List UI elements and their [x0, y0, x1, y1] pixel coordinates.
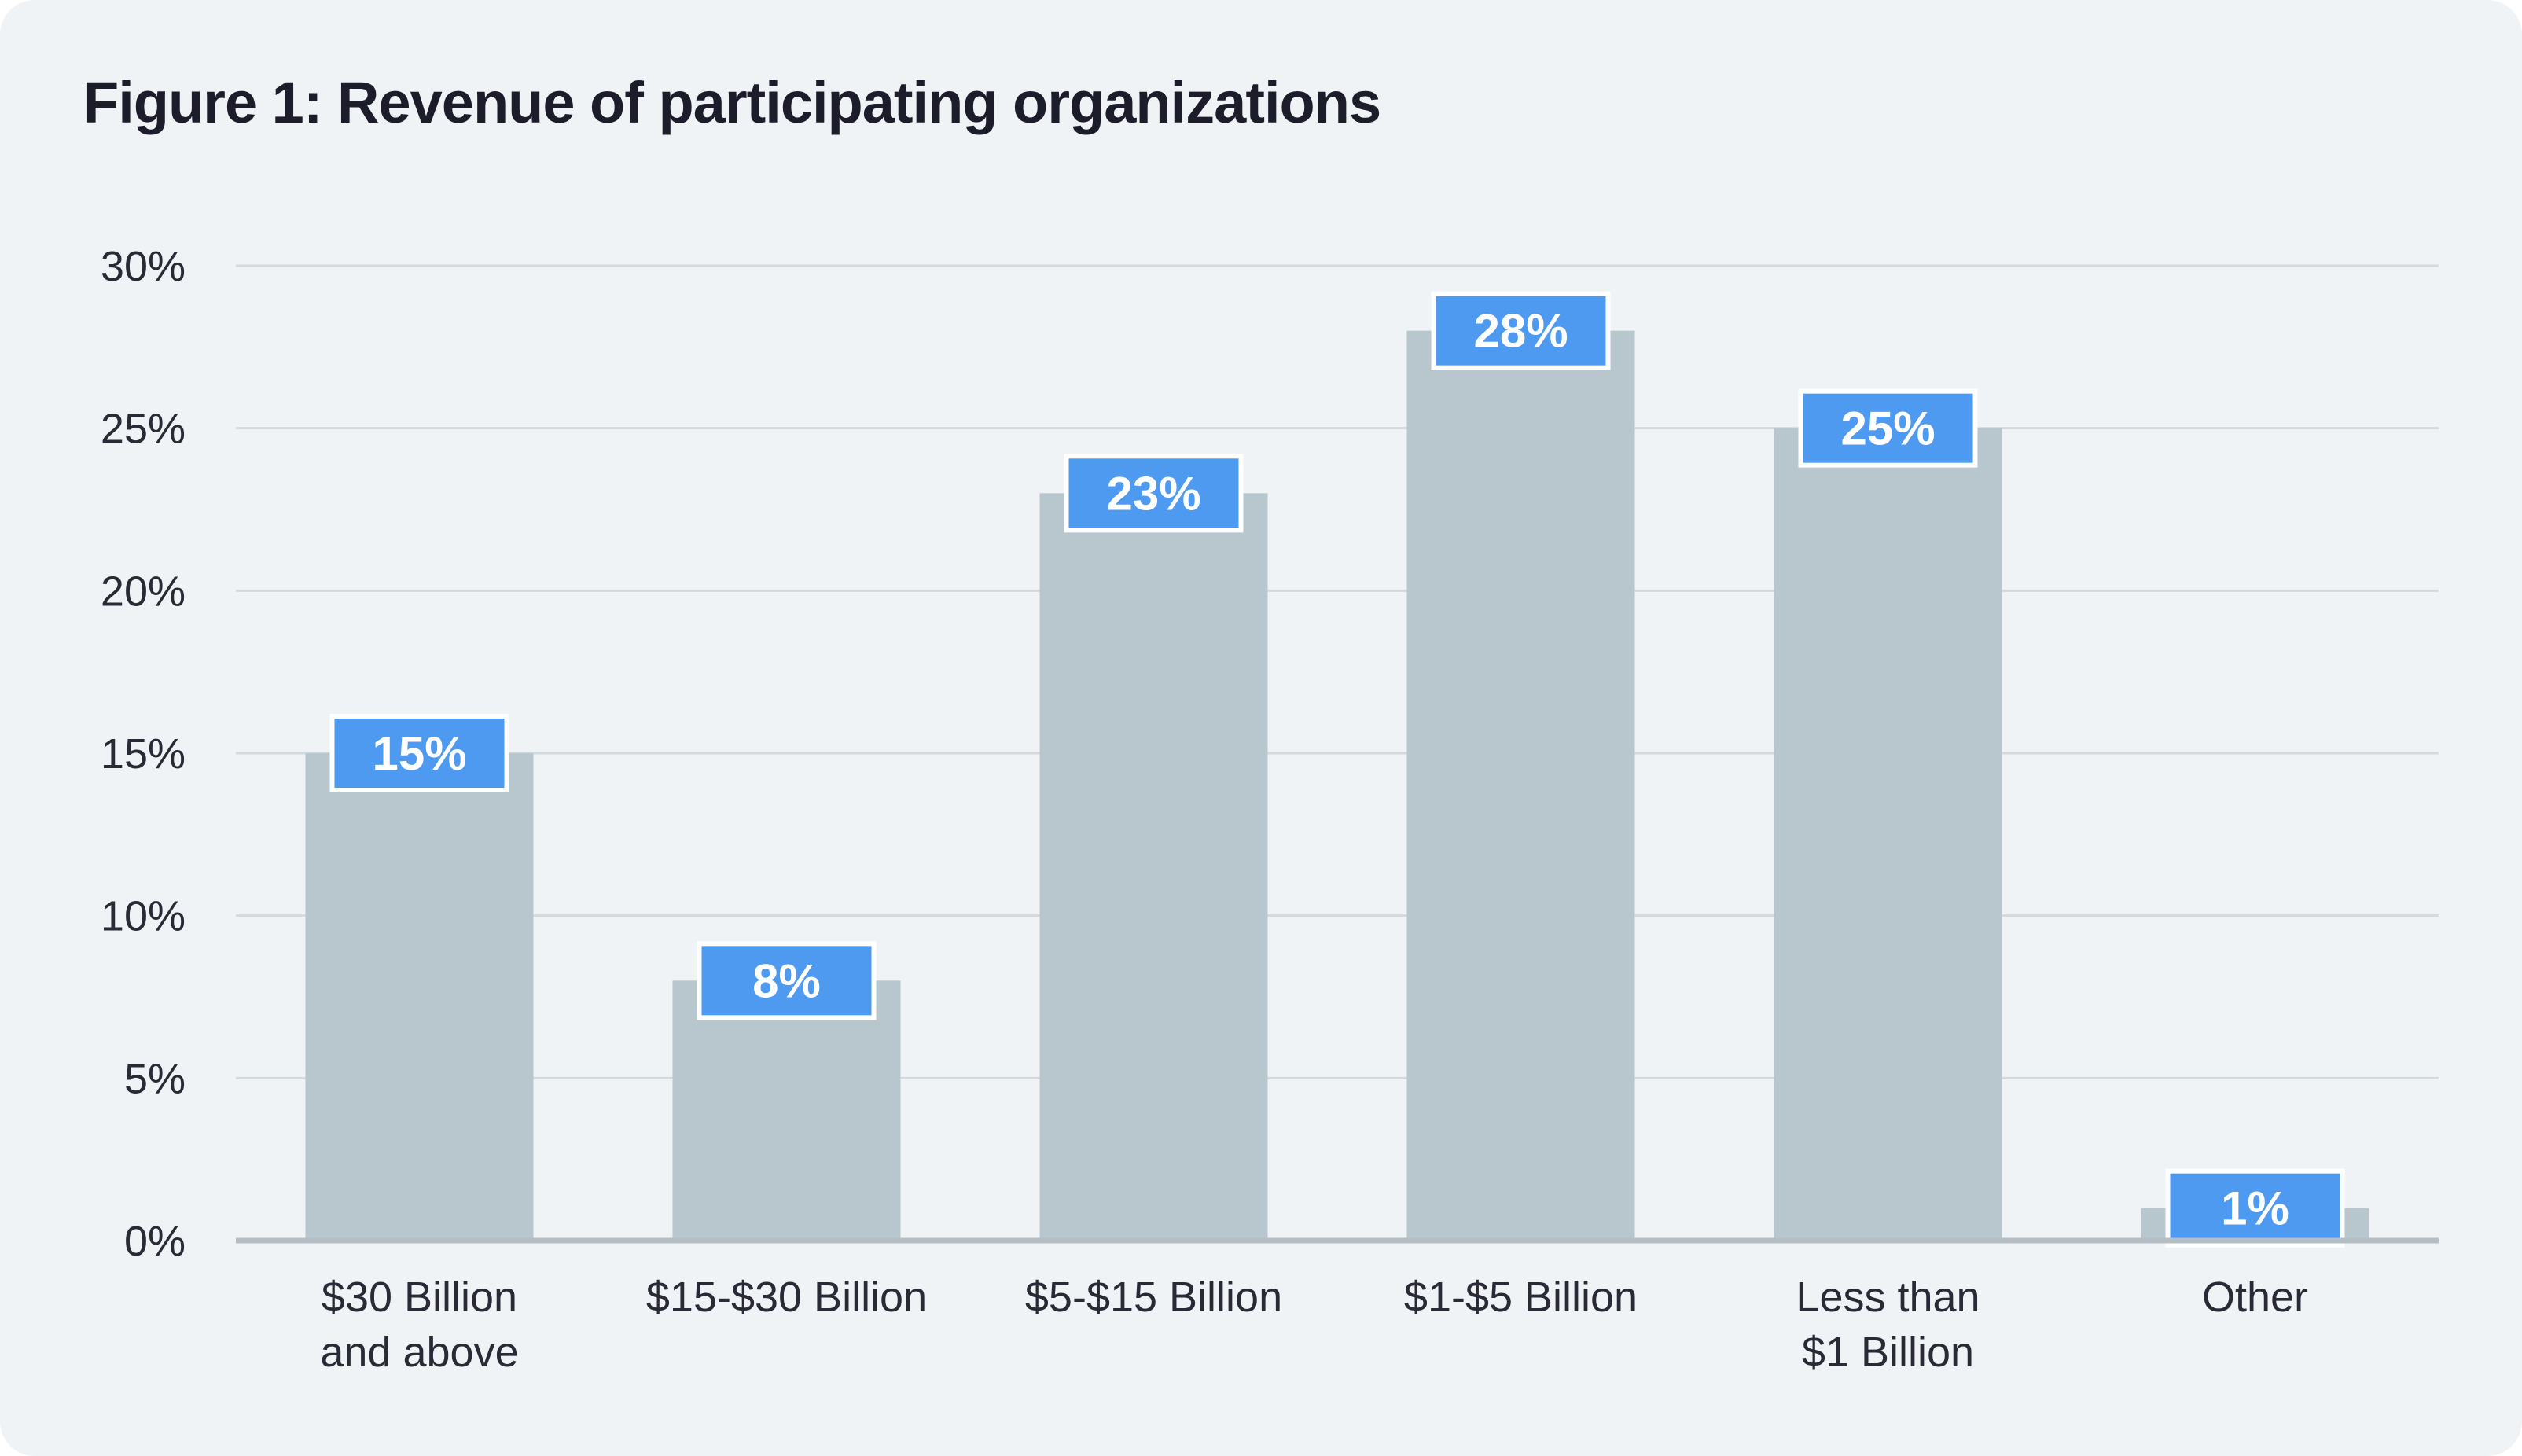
data-label: 8%	[752, 954, 821, 1007]
data-label-box	[1798, 388, 1978, 468]
bar	[1774, 428, 2002, 1241]
category-label-line: $15-$30 Billion	[646, 1274, 927, 1321]
category-label-line: Less than	[1796, 1274, 1980, 1321]
category-label: $30 Billion and above	[320, 1274, 518, 1376]
category-label: Other	[2202, 1274, 2308, 1321]
category-label: $15-$30 Billion	[646, 1274, 927, 1321]
data-label-box	[1431, 291, 1611, 370]
bar	[672, 980, 901, 1241]
y-tick-label: 15%	[101, 730, 186, 778]
category-label: Less than $1 Billion	[1796, 1274, 1980, 1376]
category-label-line: $30 Billion	[322, 1274, 517, 1321]
data-label-box	[329, 714, 509, 792]
y-tick-label: 10%	[101, 893, 186, 940]
category-label-line: $1-$5 Billion	[1404, 1274, 1638, 1321]
data-label: 23%	[1106, 467, 1200, 520]
y-tick-label: 30%	[101, 243, 186, 290]
data-label-box	[2165, 1168, 2345, 1248]
data-label: 25%	[1840, 403, 1935, 455]
data-label-box	[697, 941, 877, 1020]
bar	[1039, 493, 1268, 1241]
y-tick-label: 5%	[124, 1055, 186, 1102]
chart-title: Figure 1: Revenue of participating organ…	[83, 70, 1381, 135]
y-tick-label: 25%	[101, 406, 186, 453]
data-label-box	[1064, 454, 1244, 533]
category-label: $1-$5 Billion	[1404, 1274, 1638, 1321]
bar	[1406, 330, 1635, 1241]
y-tick-label: 20%	[101, 568, 186, 615]
data-label: 1%	[2221, 1182, 2289, 1235]
y-tick-label: 0%	[124, 1218, 186, 1265]
category-label-line: $5-$15 Billion	[1025, 1274, 1282, 1321]
data-label: 28%	[1473, 305, 1568, 358]
bar	[305, 753, 534, 1241]
category-label-line: Other	[2202, 1274, 2308, 1321]
data-label: 15%	[372, 727, 466, 780]
category-label-line: and above	[320, 1329, 518, 1376]
category-label: $5-$15 Billion	[1025, 1274, 1282, 1321]
category-label-line: $1 Billion	[1802, 1329, 1974, 1376]
